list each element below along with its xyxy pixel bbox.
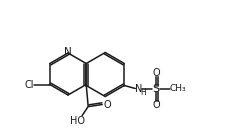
Text: H: H <box>140 88 146 97</box>
Text: O: O <box>153 99 160 110</box>
Text: HO: HO <box>70 115 85 126</box>
Text: O: O <box>103 99 111 110</box>
Text: N: N <box>135 83 142 94</box>
Text: CH₃: CH₃ <box>170 84 187 93</box>
Text: O: O <box>153 67 160 78</box>
Text: N: N <box>64 47 72 57</box>
Text: S: S <box>153 83 160 94</box>
Text: Cl: Cl <box>24 79 33 90</box>
